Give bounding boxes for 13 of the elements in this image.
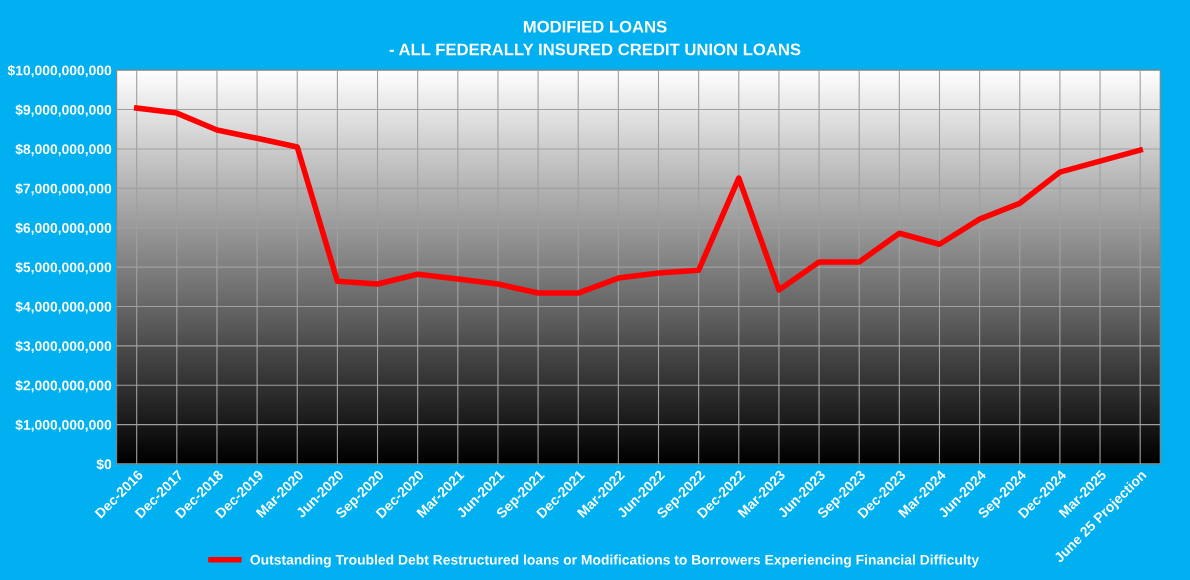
- y-tick-label: $3,000,000,000: [15, 340, 112, 354]
- y-tick-label: $10,000,000,000: [7, 64, 112, 78]
- y-tick-label: $2,000,000,000: [15, 379, 112, 393]
- y-tick-label: $5,000,000,000: [15, 261, 112, 275]
- y-tick-label: $7,000,000,000: [15, 183, 112, 196]
- y-tick-label: $6,000,000,000: [15, 222, 112, 235]
- y-tick-label: $4,000,000,000: [15, 301, 112, 314]
- legend-label: Outstanding Troubled Debt Restructured loans or Modifications to Borrowers Experiencing Financial Difficulty: [250, 554, 980, 568]
- y-tick-label: $9,000,000,000: [15, 104, 112, 117]
- y-tick-label: $8,000,000,000: [15, 143, 112, 157]
- y-tick-label: $0: [96, 458, 112, 471]
- chart-title: MODIFIED LOANS - ALL FEDERALLY INSURED CREDIT UNION LOANS: [389, 20, 801, 56]
- y-tick-label: $1,000,000,000: [15, 419, 112, 432]
